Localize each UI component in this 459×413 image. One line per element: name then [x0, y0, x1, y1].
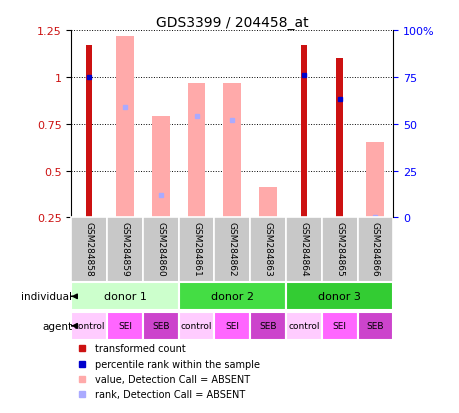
Text: individual: individual — [21, 292, 72, 301]
Bar — [336, 59, 342, 218]
Text: rank, Detection Call = ABSENT: rank, Detection Call = ABSENT — [95, 389, 245, 399]
Bar — [357, 312, 392, 340]
Bar — [143, 312, 178, 340]
Text: control: control — [73, 321, 105, 330]
Text: GSM284865: GSM284865 — [335, 221, 343, 276]
Bar — [143, 218, 178, 282]
Bar — [321, 218, 357, 282]
Text: SEI: SEI — [332, 321, 346, 330]
Title: GDS3399 / 204458_at: GDS3399 / 204458_at — [156, 16, 308, 30]
Bar — [178, 282, 285, 311]
Text: control: control — [180, 321, 212, 330]
Text: transformed count: transformed count — [95, 343, 186, 354]
Text: GSM284862: GSM284862 — [227, 221, 236, 276]
Bar — [223, 83, 241, 218]
Bar — [107, 312, 143, 340]
Bar — [366, 143, 384, 218]
Bar — [86, 46, 92, 218]
Text: donor 2: donor 2 — [210, 292, 253, 301]
Bar — [151, 117, 169, 218]
Bar — [107, 218, 143, 282]
Bar — [214, 312, 250, 340]
Text: GSM284866: GSM284866 — [370, 221, 379, 276]
Bar — [71, 312, 107, 340]
Bar — [214, 218, 250, 282]
Bar — [178, 218, 214, 282]
Text: SEB: SEB — [366, 321, 383, 330]
Text: GSM284859: GSM284859 — [120, 221, 129, 276]
Bar — [285, 282, 392, 311]
Text: SEB: SEB — [259, 321, 276, 330]
Text: GSM284860: GSM284860 — [156, 221, 165, 276]
Text: donor 1: donor 1 — [103, 292, 146, 301]
Bar — [187, 83, 205, 218]
Bar — [116, 37, 134, 218]
Text: control: control — [287, 321, 319, 330]
Text: GSM284858: GSM284858 — [84, 221, 94, 276]
Bar — [357, 218, 392, 282]
Bar — [178, 312, 214, 340]
Bar — [71, 218, 107, 282]
Text: donor 3: donor 3 — [318, 292, 360, 301]
Bar — [250, 312, 285, 340]
Bar — [321, 312, 357, 340]
Bar — [285, 218, 321, 282]
Text: GSM284861: GSM284861 — [191, 221, 201, 276]
Text: GSM284863: GSM284863 — [263, 221, 272, 276]
Bar — [300, 46, 307, 218]
Text: SEI: SEI — [225, 321, 239, 330]
Bar — [285, 312, 321, 340]
Text: percentile rank within the sample: percentile rank within the sample — [95, 359, 260, 369]
Text: SEI: SEI — [118, 321, 132, 330]
Text: agent: agent — [42, 321, 72, 331]
Bar — [258, 188, 276, 218]
Text: GSM284864: GSM284864 — [299, 221, 308, 276]
Bar — [71, 282, 178, 311]
Bar — [250, 218, 285, 282]
Text: value, Detection Call = ABSENT: value, Detection Call = ABSENT — [95, 374, 250, 384]
Text: SEB: SEB — [151, 321, 169, 330]
